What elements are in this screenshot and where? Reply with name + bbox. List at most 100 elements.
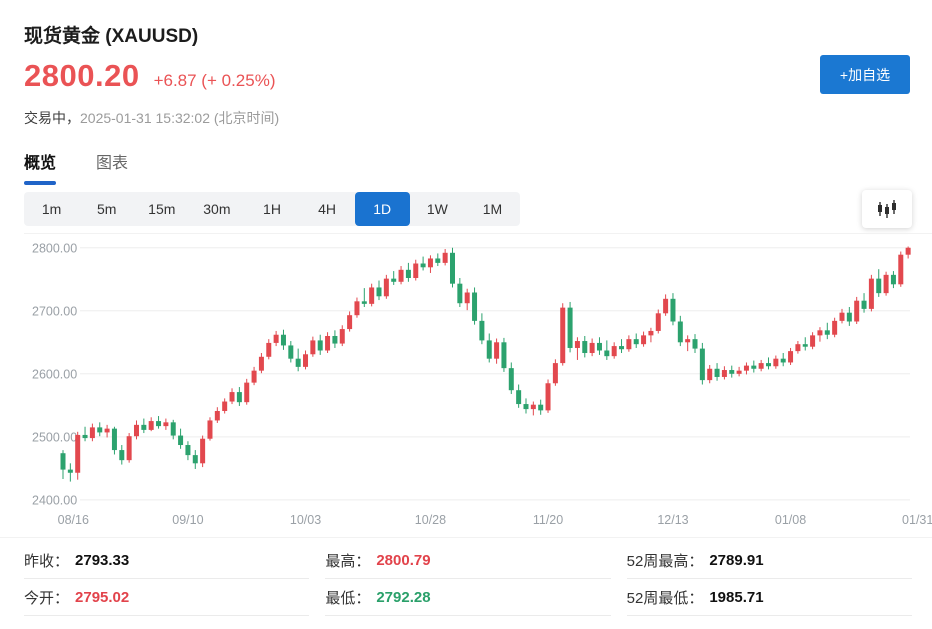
period-button-1H[interactable]: 1H [244,192,299,226]
period-button-1m[interactable]: 1m [24,192,79,226]
candle-body [192,455,198,464]
tab-overview[interactable]: 概览 [24,149,57,185]
candles [60,246,911,482]
candle-body [170,422,176,436]
candle-body [582,341,588,354]
candle-body [773,358,779,367]
candle-body [641,335,647,345]
candle-body [589,342,595,354]
candle-body [824,330,830,335]
candle-body [552,363,558,384]
stat-cell: 最低： 2792.28 [325,579,611,616]
period-button-1M[interactable]: 1M [465,192,520,226]
candle-body [457,283,463,304]
candle-body [178,435,184,446]
candle-body [545,383,551,411]
stat-label: 52周最低： [626,589,704,607]
candle-body [883,274,889,294]
candle-body [405,269,411,279]
candle-body [743,365,749,371]
candle-body [442,252,448,263]
period-button-15m[interactable]: 15m [134,192,189,226]
price-chart[interactable]: 2800.00 2700.00 2600.00 2500.00 2400.00 08/16… [24,232,932,532]
add-watchlist-button[interactable]: +加自选 [820,55,910,94]
candle-body [435,258,441,263]
candle-body [508,368,514,391]
y-axis-label: 2600.00 [32,367,77,381]
candle-body [413,263,419,279]
candle-body [317,340,323,351]
candle-body [325,335,331,351]
candle-body [817,330,823,336]
candle-body [655,313,661,331]
tab-chart[interactable]: 图表 [96,155,129,172]
last-price: 2800.20 [24,58,140,93]
candle-body [868,278,874,309]
candle-body [479,320,485,341]
candle-body [200,438,206,464]
stat-cell: 52周最高： 2789.91 [626,542,912,579]
candle-body [802,344,808,347]
candle-body [339,329,345,344]
period-button-4H[interactable]: 4H [300,192,355,226]
trading-status: 交易中， [24,110,80,126]
candle-body [347,315,353,330]
candle-body [699,348,705,381]
x-axis-label: 12/13 [657,513,688,527]
candle-body [567,307,573,348]
candle-body [788,351,794,363]
candle-body [861,300,867,309]
trading-status-row: 交易中，2025-01-31 15:32:02 (北京时间) [24,108,279,128]
gridlines: 2800.00 2700.00 2600.00 2500.00 2400.00 [32,241,910,507]
candle-body [523,404,529,410]
candle-body [898,254,904,285]
price-change: +6.87 (+ 0.25%) [153,71,276,90]
chart-type-button[interactable] [862,190,912,228]
candle-body [611,346,617,357]
candle-body [677,321,683,343]
stat-label: 昨收： [24,552,70,570]
stat-cell: 最高： 2800.79 [325,542,611,579]
candle-body [126,436,132,461]
period-button-1W[interactable]: 1W [410,192,465,226]
period-button-5m[interactable]: 5m [79,192,134,226]
candle-body [574,341,580,348]
candle-body [229,392,235,402]
candle-body [854,300,860,322]
quote-header: 2800.20 +6.87 (+ 0.25%) [24,58,275,94]
candlestick-icon [876,199,898,219]
candle-body [361,301,367,304]
candle-body [751,365,757,369]
instrument-title: 现货黄金 (XAUUSD) [24,26,199,47]
y-axis-label: 2700.00 [32,304,77,318]
stat-value: 2795.02 [75,588,130,606]
x-axis-label: 01/08 [775,513,806,527]
candle-body [427,258,433,268]
candle-body [832,320,838,335]
x-axis-label: 11/20 [533,513,563,527]
candle-body [692,339,698,349]
period-button-30m[interactable]: 30m [189,192,244,226]
candlestick-chart[interactable]: 2800.00 2700.00 2600.00 2500.00 2400.00 08/16… [24,232,932,532]
candle-body [707,368,713,381]
candle-body [376,287,382,297]
chart-bottom-divider [0,537,932,538]
candle-body [846,312,852,322]
candle-body [258,356,264,371]
y-axis-label: 2400.00 [32,493,77,507]
candle-body [795,344,801,352]
candle-body [633,339,639,345]
candle-body [398,269,404,282]
candle-body [244,382,250,403]
quote-timestamp: 2025-01-31 15:32:02 (北京时间) [80,110,280,126]
candle-body [332,335,338,344]
candle-body [729,370,735,374]
candle-body [156,421,162,427]
candle-body [604,350,610,357]
stat-label: 最低： [325,589,371,607]
period-button-1D[interactable]: 1D [354,192,410,226]
candle-body [721,370,727,377]
candle-body [596,342,602,351]
candle-body [141,424,147,430]
